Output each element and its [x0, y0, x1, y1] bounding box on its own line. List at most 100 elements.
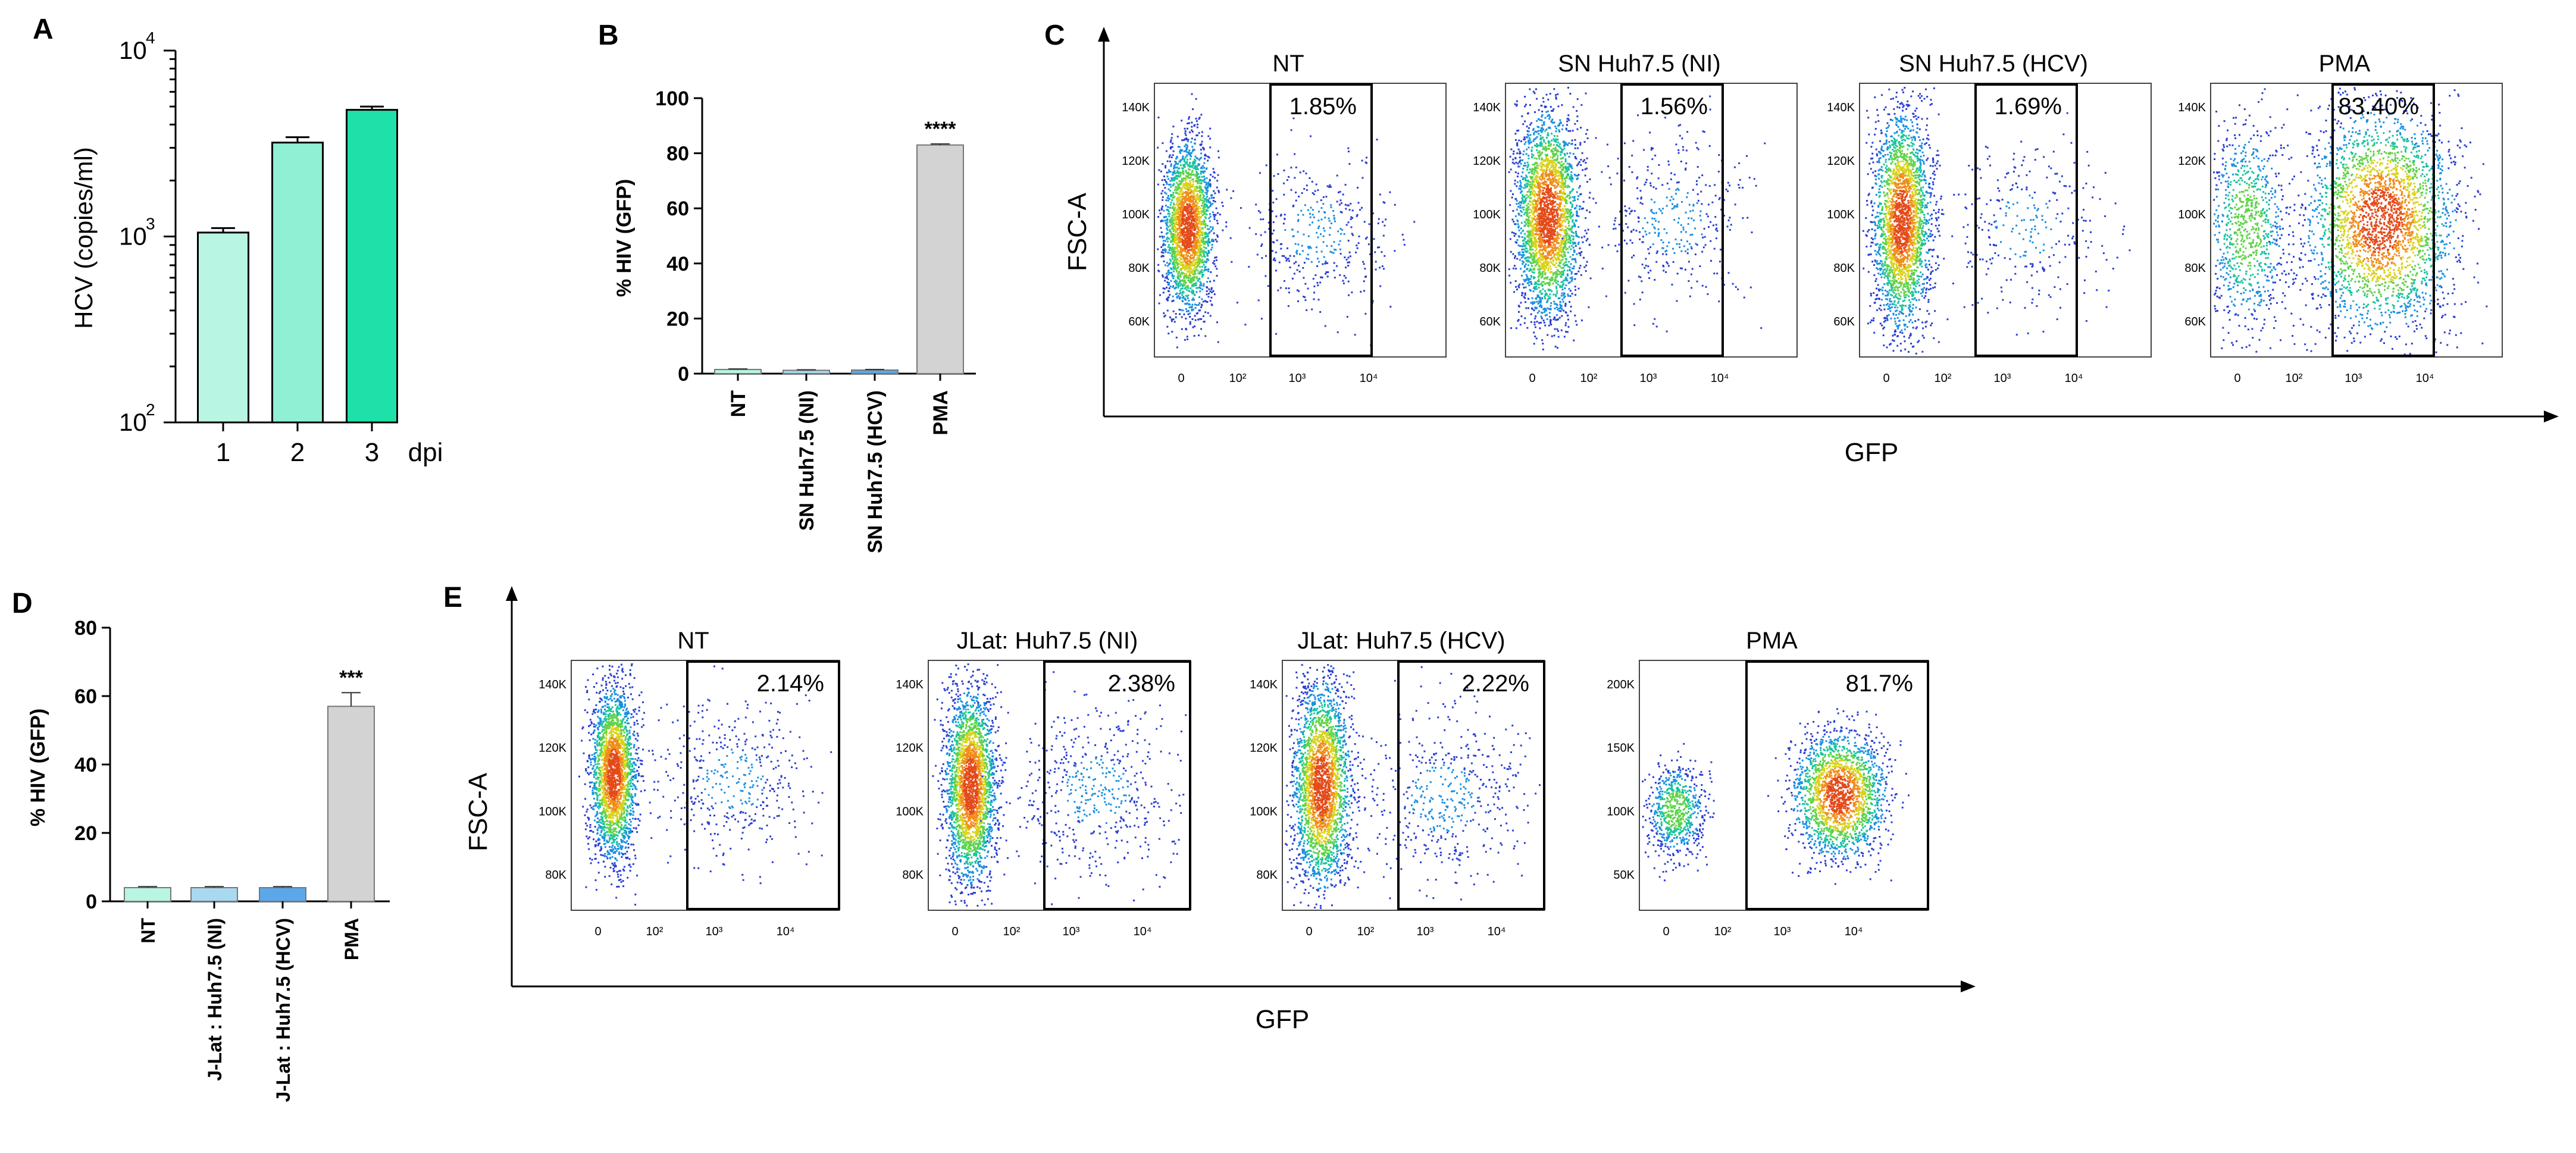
- scatter-point: [1188, 271, 1191, 273]
- scatter-point: [1564, 279, 1566, 281]
- scatter-point: [1212, 168, 1215, 170]
- scatter-point: [1543, 232, 1545, 234]
- scatter-point: [1561, 213, 1564, 215]
- scatter-point: [1295, 192, 1297, 193]
- scatter-point: [1181, 238, 1183, 240]
- scatter-point: [1539, 142, 1541, 145]
- scatter-point: [1197, 312, 1199, 314]
- scatter-point: [1195, 221, 1197, 223]
- scatter-point: [1320, 207, 1323, 209]
- scatter-point: [1197, 228, 1199, 230]
- scatter-point: [1317, 284, 1319, 287]
- scatter-point: [1194, 203, 1195, 205]
- scatter-point: [1533, 138, 1535, 140]
- scatter-point: [1169, 224, 1172, 227]
- scatter-point: [1176, 267, 1179, 269]
- scatter-point: [1320, 199, 1322, 201]
- scatter-point: [1543, 192, 1545, 195]
- scatter-point: [1547, 263, 1550, 265]
- scatter-point: [1523, 195, 1526, 198]
- scatter-point: [1188, 198, 1191, 200]
- scatter-point: [1557, 308, 1559, 311]
- scatter-point: [1197, 164, 1200, 167]
- scatter-point: [1166, 240, 1169, 243]
- scatter-point: [1213, 293, 1216, 296]
- scatter-point: [1541, 137, 1543, 140]
- scatter-point: [1167, 212, 1169, 215]
- scatter-point: [1190, 226, 1192, 228]
- scatter-point: [1176, 258, 1178, 260]
- scatter-point: [1173, 268, 1175, 270]
- scatter-point: [1205, 155, 1207, 157]
- scatter-point: [1537, 167, 1539, 170]
- scatter-point: [1176, 239, 1178, 241]
- scatter-point: [1174, 233, 1176, 236]
- scatter-point: [1535, 239, 1537, 241]
- scatter-point: [1170, 165, 1172, 167]
- scatter-point: [1347, 240, 1350, 242]
- scatter-point: [1191, 292, 1194, 294]
- scatter-point: [1539, 290, 1542, 292]
- scatter-point: [1185, 246, 1188, 248]
- scatter-point: [1550, 145, 1552, 147]
- scatter-point: [1182, 223, 1184, 225]
- scatter-point: [1192, 283, 1195, 286]
- scatter-point: [1533, 286, 1535, 288]
- scatter-point: [1179, 214, 1181, 216]
- scatter-point: [1178, 196, 1181, 199]
- scatter-point: [1374, 251, 1376, 253]
- scatter-point: [1360, 290, 1362, 293]
- scatter-point: [1544, 296, 1546, 298]
- scatter-point: [1290, 129, 1292, 131]
- scatter-point: [1183, 150, 1185, 152]
- scatter-point: [1384, 224, 1386, 227]
- scatter-point: [1556, 219, 1558, 221]
- scatter-point: [1540, 246, 1542, 249]
- scatter-point: [1178, 297, 1181, 299]
- scatter-point: [1559, 209, 1561, 212]
- scatter-point: [1186, 185, 1188, 187]
- scatter-point: [1577, 195, 1580, 198]
- scatter-point: [1536, 205, 1538, 208]
- scatter-point: [1559, 208, 1561, 211]
- scatter-point: [1193, 233, 1195, 234]
- y-tick-label: 80: [666, 143, 689, 165]
- scatter-point: [1307, 253, 1309, 256]
- scatter-point: [1530, 275, 1532, 277]
- scatter-point: [1543, 140, 1545, 143]
- scatter-point: [1188, 274, 1190, 277]
- scatter-point: [1169, 272, 1171, 274]
- scatter-point: [1164, 244, 1166, 246]
- scatter-point: [1553, 195, 1555, 198]
- scatter-point: [1576, 147, 1579, 149]
- scatter-point: [1539, 206, 1542, 209]
- scatter-point: [1527, 279, 1529, 281]
- scatter-point: [1296, 249, 1298, 252]
- scatter-point: [1166, 238, 1168, 240]
- scatter-point: [1206, 205, 1208, 208]
- scatter-point: [1535, 202, 1537, 204]
- scatter-point: [1522, 159, 1524, 161]
- scatter-point: [1534, 287, 1536, 289]
- scatter-point: [1190, 279, 1191, 281]
- scatter-point: [1185, 289, 1188, 291]
- scatter-point: [1515, 268, 1517, 270]
- scatter-point: [1188, 269, 1190, 271]
- scatter-point: [1177, 217, 1179, 220]
- scatter-point: [1161, 236, 1163, 237]
- scatter-point: [1512, 253, 1514, 255]
- scatter-point: [1328, 220, 1331, 222]
- scatter-point: [1203, 219, 1206, 221]
- scatter-point: [1195, 237, 1197, 239]
- scatter-point: [1534, 208, 1536, 210]
- scatter-point: [1229, 237, 1232, 239]
- scatter-point: [1526, 166, 1529, 168]
- scatter-point: [1177, 249, 1179, 252]
- scatter-point: [1162, 240, 1165, 242]
- scatter-point: [1563, 251, 1566, 253]
- scatter-point: [1541, 221, 1543, 223]
- scatter-point: [1347, 261, 1349, 264]
- scatter-point: [1217, 341, 1219, 343]
- scatter-point: [1517, 319, 1520, 321]
- scatter-point: [1552, 177, 1554, 179]
